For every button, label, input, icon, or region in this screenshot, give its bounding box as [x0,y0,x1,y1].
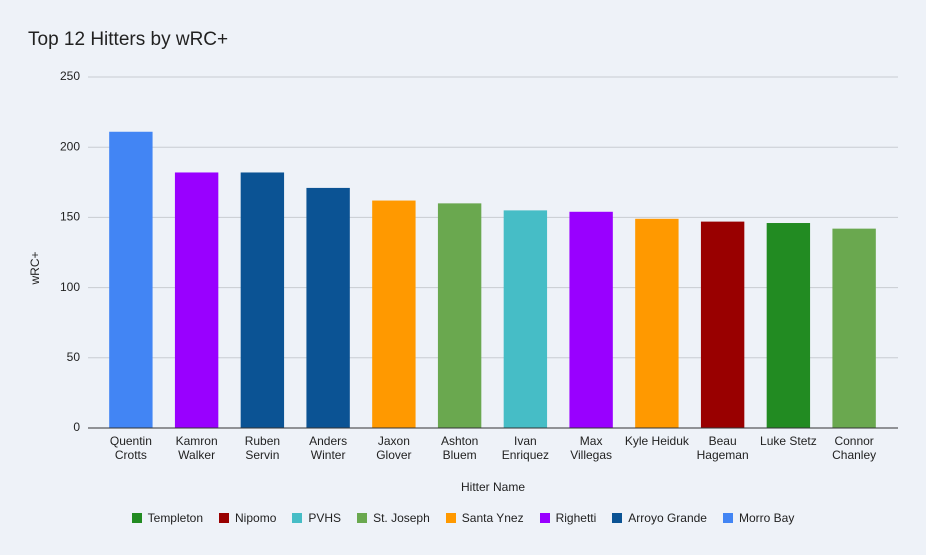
legend-swatch [292,513,303,523]
x-axis-label: Hitter Name [461,480,525,494]
y-tick-label: 150 [60,210,80,224]
y-tick-label: 250 [60,69,80,83]
legend-swatch [445,513,456,523]
bar [240,172,285,428]
legend-item: Santa Ynez [445,511,524,525]
legend-swatch [612,513,623,523]
x-tick-label: Kamron Walker [175,434,218,462]
bar [700,221,745,428]
legend-swatch [722,513,733,523]
legend-swatch [131,513,142,523]
legend-item: Nipomo [219,511,276,525]
bar [306,187,350,428]
y-axis-label: wRC+ [28,251,42,285]
legend-item: St. Joseph [357,511,430,525]
bar [503,210,548,428]
legend-label: Templeton [147,511,204,525]
x-tick-label: Beau Hageman [696,434,749,462]
legend-item: Righetti [539,511,597,525]
legend-label: PVHS [308,511,342,525]
bar [174,172,219,428]
x-tick-label: Ashton Bluem [440,434,479,462]
legend-swatch [219,513,230,523]
legend-item: Templeton [131,511,204,525]
bar [766,223,811,428]
x-tick-label: Kyle Heiduk [624,434,689,448]
x-tick-label: Max Villegas [570,434,613,462]
y-tick-label: 100 [60,280,80,294]
chart-title: Top 12 Hitters by wRC+ [28,29,228,50]
x-tick-label: Connor Chanley [832,434,877,462]
bar [832,228,876,428]
x-tick-label: Jaxon Glover [376,434,412,462]
bar [372,200,416,428]
x-tick-label: Anders Winter [309,434,348,462]
legend-label: Righetti [555,511,597,525]
y-tick-label: 0 [73,420,80,434]
legend: Templeton Nipomo PVHS St. Joseph Santa Ynez R… [0,511,926,525]
x-tick-label: Luke Stetz [760,434,817,448]
legend-label: Nipomo [235,511,277,525]
legend-label: Arroyo Grande [628,511,707,525]
legend-item: Arroyo Grande [612,511,707,525]
legend-label: Santa Ynez [461,511,524,525]
bar [569,211,613,428]
y-tick-label: 50 [67,350,81,364]
legend-item: PVHS [292,511,341,525]
x-tick-label: Quentin Crotts [109,434,152,462]
y-tick-label: 200 [60,139,80,153]
legend-label: St. Joseph [373,511,430,525]
legend-swatch [357,513,368,523]
x-tick-label: Ruben Servin [244,434,281,462]
legend-swatch [539,513,550,523]
bar [109,131,153,429]
legend-label: Morro Bay [738,511,795,525]
x-tick-label: Ivan Enriquez [501,434,550,462]
bar [635,218,679,428]
legend-item: Morro Bay [722,511,795,525]
bar [437,203,482,428]
